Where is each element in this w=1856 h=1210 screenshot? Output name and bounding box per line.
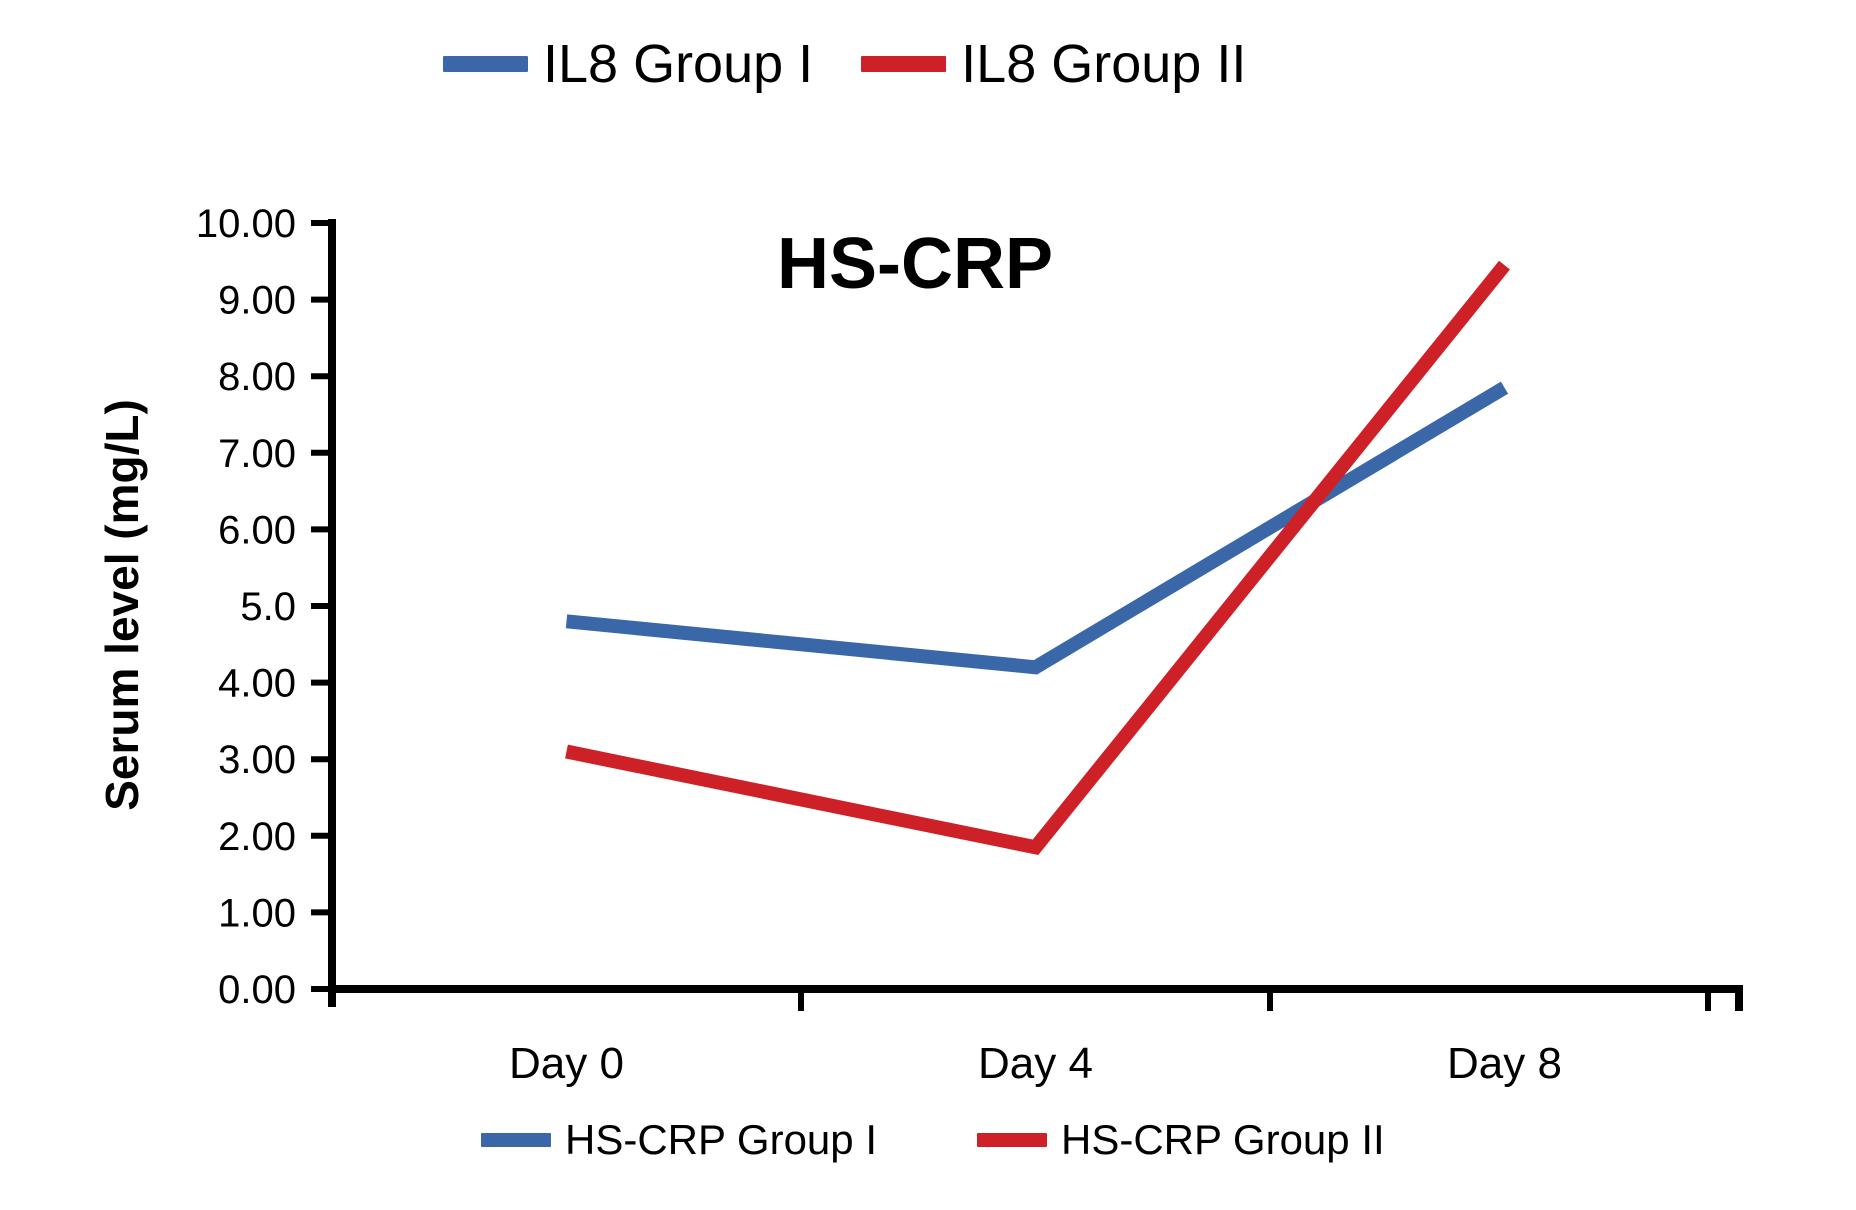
y-tick-label: 2.00: [218, 815, 296, 859]
legend-line-swatch-red: [977, 1133, 1047, 1147]
x-tick-label: Day 0: [509, 1039, 624, 1088]
legend-bottom: HS-CRP Group I HS-CRP Group II: [481, 1110, 1385, 1170]
legend-item-hscrp-group-i: HS-CRP Group I: [481, 1119, 877, 1161]
y-tick-label: 9.00: [218, 279, 296, 323]
legend-item-il8-group-i: IL8 Group I: [443, 37, 813, 91]
legend-line-swatch-blue: [481, 1133, 551, 1147]
legend-item-il8-group-ii: IL8 Group II: [861, 37, 1246, 91]
y-tick-label: 8.00: [218, 355, 296, 399]
y-tick-label: 6.00: [218, 508, 296, 552]
legend-label: IL8 Group I: [543, 34, 814, 94]
legend-top: IL8 Group I IL8 Group II: [443, 34, 1246, 94]
legend-line-swatch-red: [861, 56, 947, 72]
series-line-group-i: [565, 381, 1509, 675]
legend-label: IL8 Group II: [961, 34, 1247, 94]
series-line-group-ii: [565, 260, 1510, 856]
y-tick-label: 4.00: [218, 662, 296, 706]
legend-label: HS-CRP Group II: [1061, 1116, 1385, 1163]
chart-title: HS-CRP: [776, 224, 1054, 304]
legend-line-swatch-blue: [443, 56, 528, 72]
x-tick-label: Day 4: [978, 1039, 1093, 1088]
y-tick-label: 1.00: [218, 891, 296, 935]
x-tick-label: Day 8: [1447, 1039, 1562, 1088]
y-tick-label: 7.00: [218, 432, 296, 476]
y-tick-label: 10.00: [196, 202, 296, 246]
legend-label: HS-CRP Group I: [565, 1116, 877, 1163]
legend-item-hscrp-group-ii: HS-CRP Group II: [977, 1119, 1385, 1161]
y-tick-label: 3.00: [218, 738, 296, 782]
y-tick-label: 5.0: [240, 585, 296, 629]
y-tick-label: 0.00: [218, 968, 296, 1012]
